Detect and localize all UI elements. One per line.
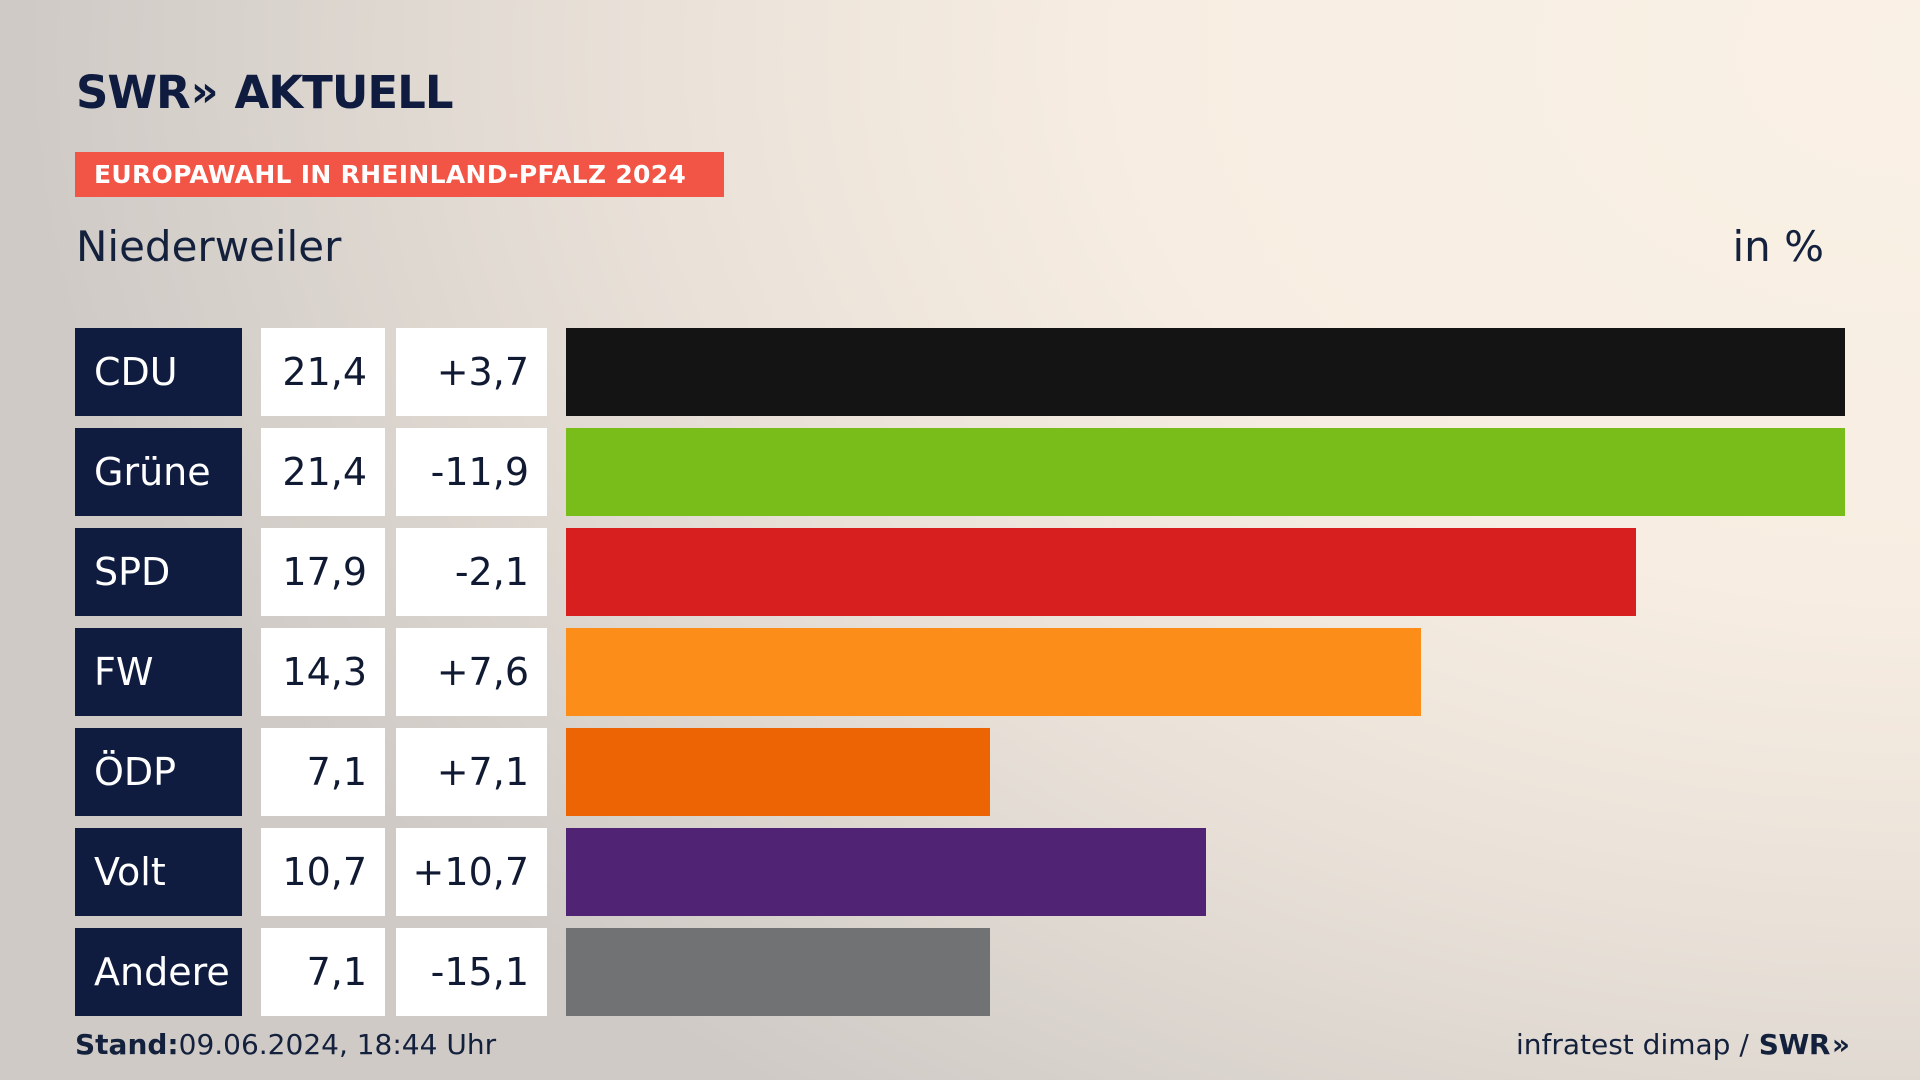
result-bar: [566, 328, 1845, 416]
source-swr-logo: SWR»: [1758, 1028, 1850, 1061]
result-bar: [566, 928, 990, 1016]
stand-label: Stand:: [75, 1028, 179, 1061]
source-text: infratest dimap /: [1515, 1028, 1749, 1061]
party-label: Andere: [75, 928, 242, 1016]
place-title: Niederweiler: [76, 222, 342, 271]
party-label: SPD: [75, 528, 242, 616]
share-value: 14,3: [261, 628, 385, 716]
source-credit: infratest dimap / SWR»: [1515, 1028, 1850, 1061]
diff-value: -15,1: [396, 928, 547, 1016]
result-bar: [566, 728, 990, 816]
result-row: CDU 21,4 +3,7: [75, 328, 1845, 416]
stand-value: 09.06.2024, 18:44 Uhr: [178, 1028, 497, 1061]
party-label: Grüne: [75, 428, 242, 516]
logo-chevron-icon: »: [190, 67, 219, 117]
diff-value: -11,9: [396, 428, 547, 516]
share-value: 10,7: [261, 828, 385, 916]
result-bar: [566, 428, 1845, 516]
result-row: Andere 7,1 -15,1: [75, 928, 1845, 1016]
diff-value: +3,7: [396, 328, 547, 416]
result-row: ÖDP 7,1 +7,1: [75, 728, 1845, 816]
share-value: 7,1: [261, 728, 385, 816]
party-label: FW: [75, 628, 242, 716]
result-row: FW 14,3 +7,6: [75, 628, 1845, 716]
result-bar: [566, 528, 1636, 616]
swr-aktuell-logo: SWR » AKTUELL: [76, 64, 454, 120]
share-value: 17,9: [261, 528, 385, 616]
result-row: SPD 17,9 -2,1: [75, 528, 1845, 616]
party-label: ÖDP: [75, 728, 242, 816]
diff-value: +7,1: [396, 728, 547, 816]
election-tag: EUROPAWAHL IN RHEINLAND-PFALZ 2024: [75, 152, 724, 197]
source-swr-text: SWR: [1758, 1028, 1831, 1061]
result-bar: [566, 828, 1206, 916]
result-row: Volt 10,7 +10,7: [75, 828, 1845, 916]
logo-swr-text: SWR: [76, 65, 191, 119]
share-value: 21,4: [261, 328, 385, 416]
result-bar: [566, 628, 1421, 716]
diff-value: -2,1: [396, 528, 547, 616]
diff-value: +7,6: [396, 628, 547, 716]
party-label: CDU: [75, 328, 242, 416]
logo-aktuell-text: AKTUELL: [234, 65, 453, 119]
source-chevron-icon: »: [1831, 1028, 1850, 1061]
unit-label: in %: [1732, 222, 1824, 271]
party-label: Volt: [75, 828, 242, 916]
share-value: 21,4: [261, 428, 385, 516]
diff-value: +10,7: [396, 828, 547, 916]
result-row: Grüne 21,4 -11,9: [75, 428, 1845, 516]
share-value: 7,1: [261, 928, 385, 1016]
timestamp: Stand:09.06.2024, 18:44 Uhr: [75, 1028, 496, 1061]
